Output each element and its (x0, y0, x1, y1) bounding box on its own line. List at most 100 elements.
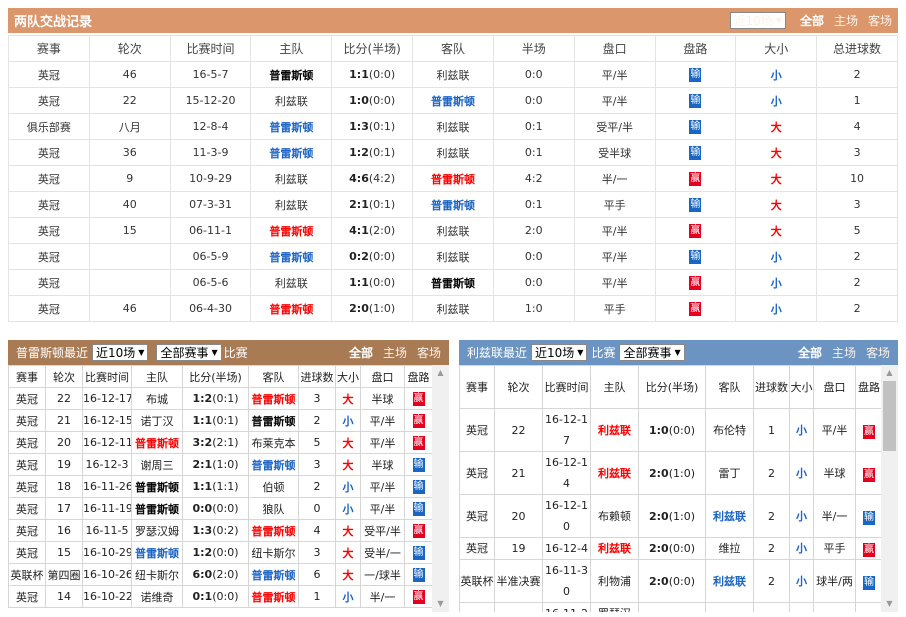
home-team[interactable]: 布赖顿 (598, 509, 631, 523)
home-team[interactable]: 普雷斯顿 (135, 436, 179, 450)
away-team[interactable]: 普雷斯顿 (430, 94, 475, 108)
date: 16-10-22 (82, 585, 132, 608)
away-team[interactable]: 利兹联 (436, 68, 470, 82)
league (459, 602, 495, 612)
away-team[interactable]: 普雷斯顿 (251, 392, 296, 406)
away-team[interactable]: 普雷斯顿 (430, 172, 475, 186)
away-team[interactable]: 普雷斯顿 (430, 276, 475, 290)
goals: 4 (298, 519, 336, 542)
half-score: (1:0) (668, 466, 695, 480)
home-team[interactable]: 纽卡斯尔 (135, 568, 179, 582)
home-team[interactable]: 利兹联 (598, 542, 631, 555)
home-range-select[interactable]: 近10场 ▼ (92, 344, 149, 361)
home-team[interactable]: 布城 (146, 392, 168, 406)
tab-all[interactable]: 全部 (797, 346, 822, 360)
away-team[interactable]: 狼队 (262, 502, 285, 516)
home-team[interactable]: 利兹联 (274, 172, 308, 186)
tab-away[interactable]: 客场 (867, 14, 892, 28)
home-competition-select[interactable]: 全部赛事 ▼ (156, 344, 222, 361)
scroll-down-icon[interactable]: ▼ (437, 599, 444, 608)
away-team[interactable]: 普雷斯顿 (430, 198, 475, 212)
away-team[interactable]: 普雷斯顿 (251, 458, 296, 472)
home-team[interactable]: 罗瑟汉 (598, 607, 631, 612)
home-team[interactable]: 利兹联 (598, 423, 631, 437)
home-team[interactable]: 普雷斯顿 (135, 546, 179, 560)
league: 英冠 (8, 431, 46, 454)
tab-away[interactable]: 客场 (416, 346, 441, 360)
away-team[interactable]: 布伦特 (713, 423, 746, 437)
tab-all[interactable]: 全部 (799, 14, 824, 28)
home-team[interactable]: 罗瑟汉姆 (135, 524, 179, 538)
tab-all[interactable]: 全部 (348, 346, 373, 360)
home-team[interactable]: 普雷斯顿 (269, 68, 314, 82)
tab-home[interactable]: 主场 (831, 346, 856, 360)
home-team[interactable]: 利兹联 (274, 276, 308, 290)
home-team-cell: 普雷斯顿 (131, 541, 183, 564)
away-team-cell: 狼队 (248, 497, 299, 520)
away-team[interactable]: 普雷斯顿 (251, 568, 296, 582)
column-header: 盘路 (404, 365, 433, 388)
away-team[interactable]: 利兹联 (713, 574, 746, 588)
table-row: 英冠 46 06-4-30 普雷斯顿 2:0(1:0) 利兹联 1:0 平手 赢 小 2 (8, 295, 898, 322)
result-cell: 赢 (654, 295, 737, 322)
home-team[interactable]: 利兹联 (274, 94, 308, 108)
tab-away[interactable]: 客场 (865, 346, 890, 360)
home-team[interactable]: 诺维奇 (140, 590, 174, 604)
home-team[interactable]: 利物浦 (598, 574, 631, 588)
away-team[interactable]: 布莱克本 (251, 436, 296, 450)
over-under-cell: 大 (735, 165, 818, 192)
tab-home[interactable]: 主场 (833, 14, 858, 28)
dropdown-arrow-icon: ▼ (674, 348, 681, 357)
away-team[interactable]: 纽卡斯尔 (251, 546, 296, 560)
column-header: 比赛时间 (82, 365, 132, 388)
handicap: 半球 (360, 453, 405, 476)
away-team[interactable]: 利兹联 (436, 302, 470, 316)
home-team[interactable]: 利兹联 (274, 198, 308, 212)
home-team[interactable]: 普雷斯顿 (135, 480, 179, 494)
handicap: 半球 (360, 387, 405, 410)
score-cell: 0:0(0:0) (182, 497, 249, 520)
scroll-up-icon[interactable]: ▲ (886, 368, 893, 377)
home-team[interactable]: 普雷斯顿 (269, 302, 314, 316)
scroll-up-icon[interactable]: ▲ (437, 368, 444, 377)
score-cell: 4:1(2:0) (331, 217, 414, 244)
lose-badge: 输 (863, 575, 875, 590)
table-row: 英冠 16 16-11-5 罗瑟汉姆 1:3(0:2) 普雷斯顿 4 大受平/半赢 (8, 519, 433, 542)
away-team[interactable]: 利兹联 (713, 509, 746, 523)
away-range-select[interactable]: 近10场 ▼ (531, 344, 588, 361)
home-team[interactable]: 诺丁汉 (140, 414, 174, 428)
away-team-cell: 普雷斯顿 (248, 563, 299, 586)
away-competition-select[interactable]: 全部赛事 ▼ (619, 344, 685, 361)
away-team[interactable]: 普雷斯顿 (251, 524, 296, 538)
home-team[interactable]: 谢周三 (140, 458, 174, 472)
home-team[interactable]: 普雷斯顿 (269, 120, 314, 134)
away-team[interactable]: 利兹联 (436, 250, 470, 264)
home-team[interactable]: 普雷斯顿 (135, 502, 179, 516)
home-team-cell: 利兹联 (590, 537, 639, 560)
scroll-down-icon[interactable]: ▼ (886, 599, 893, 608)
home-team[interactable]: 普雷斯顿 (269, 146, 314, 160)
round: 21 (494, 451, 543, 495)
scrollbar[interactable]: ▲ ▼ (432, 365, 449, 612)
tab-home[interactable]: 主场 (382, 346, 407, 360)
round: 18 (45, 475, 83, 498)
away-team[interactable]: 利兹联 (436, 146, 470, 160)
away-team[interactable]: 普雷斯顿 (251, 414, 296, 428)
away-team[interactable]: 雷丁 (718, 466, 741, 480)
away-team[interactable]: 利兹联 (436, 224, 470, 238)
total-goals: 5 (816, 217, 898, 244)
column-header: 盘口 (573, 35, 656, 62)
score-cell: 2:0(1:0) (331, 295, 414, 322)
scrollbar[interactable]: ▲ ▼ (881, 365, 898, 612)
scroll-thumb[interactable] (883, 381, 896, 451)
home-team[interactable]: 普雷斯顿 (269, 250, 314, 264)
home-team[interactable]: 普雷斯顿 (269, 224, 314, 238)
away-team[interactable]: 普雷斯顿 (251, 590, 296, 604)
away-team[interactable]: 利兹联 (436, 120, 470, 134)
away-team[interactable]: 维拉 (718, 542, 741, 555)
over-under: 大 (770, 224, 782, 238)
home-team[interactable]: 利兹联 (598, 466, 631, 480)
table-row: 英冠 22 15-12-20 利兹联 1:0(0:0) 普雷斯顿 0:0 平/半 输 小 1 (8, 87, 898, 114)
away-team[interactable]: 伯顿 (262, 480, 285, 494)
h2h-range-select[interactable]: 近10场 ▼ (729, 12, 786, 29)
